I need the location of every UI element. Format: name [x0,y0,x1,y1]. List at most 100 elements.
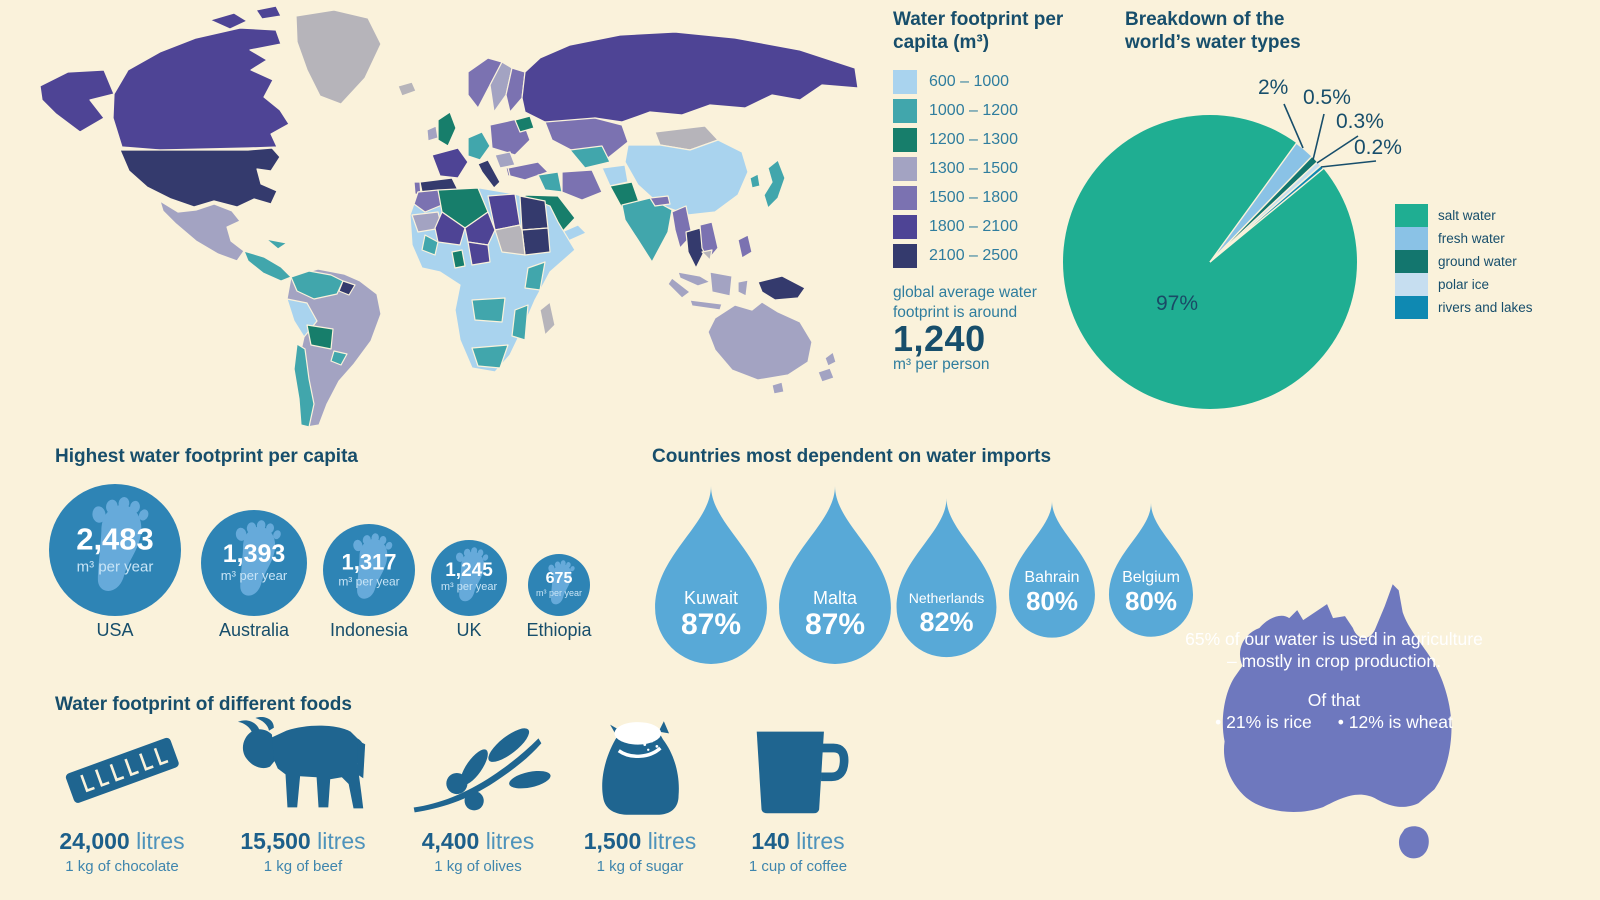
drop-country: Malta [812,587,857,608]
country-iceland [397,81,417,97]
food-caption: 1 kg of sugar [596,858,684,875]
pie-chart-title: Breakdown of the world’s water types [1125,8,1345,54]
footprint-circle-uk: 1,245 m³ per year [431,540,507,616]
region-central-asia [569,145,611,169]
food-caption: 1 kg of chocolate [65,858,179,875]
pie-legend-row: rivers and lakes [1395,296,1533,319]
country-thailand [685,227,705,269]
food-item-chocolate: 24,000 litres 1 kg of chocolate [22,712,222,882]
footprint-country-label: Ethiopia [526,620,592,640]
country-guyana [338,280,356,296]
legend-swatch [893,244,917,268]
country-south-africa [471,344,509,369]
drop-percent: 80% [1025,586,1079,617]
footprint-unit: m³ per year [535,587,582,598]
pie-callout-ground-water: 0.5% [1303,86,1351,109]
region-central-america [243,250,292,282]
food-value: 140 [751,828,790,854]
pie-title-line1: Breakdown of the [1125,9,1285,30]
pie-salt-water-label: 97% [1156,292,1199,315]
water-drop-icon [779,486,891,664]
pie-legend-swatch [1395,273,1428,296]
country-philippines [737,234,753,259]
pie-legend-swatch [1395,250,1428,273]
food-value-line: 4,400 litres [378,828,578,855]
country-madagascar [539,301,556,336]
legend-range: 1800 – 2100 [929,218,1018,235]
water-drop-icon [1009,501,1095,638]
country-canada-islands [209,5,282,30]
drop-percent: 82% [919,607,974,638]
food-item-coffee: 140 litres 1 cup of coffee [698,712,898,882]
drop-belgium: Belgium 80% [1105,503,1197,639]
legend-range: 600 – 1000 [929,73,1010,90]
chocolate-bar-icon [22,712,222,820]
drop-text: Bahrain 80% [1005,569,1099,616]
legend-row: 600 – 1000 [893,70,1009,94]
island-sulawesi [737,279,749,297]
pie-legend-row: salt water [1395,204,1496,227]
australia-silhouette [1222,584,1452,859]
drop-percent: 80% [1124,585,1178,616]
country-cambodia [701,249,713,261]
food-unit: litres [485,828,535,854]
country-turkey [507,161,549,181]
drop-malta: Malta 87% [774,486,896,667]
water-drop-icon [655,486,767,664]
country-uk [437,111,457,147]
legend-swatch [893,128,917,152]
country-ghana [451,249,466,269]
water-drop-icon [1108,503,1194,637]
footprint-country-label: UK [456,620,482,640]
country-usa [119,147,281,208]
legend-swatch [893,186,917,210]
country-mozambique [511,304,529,341]
island-borneo [709,271,733,297]
country-chad [494,224,526,256]
country-india [621,197,673,263]
legend-row: 1500 – 1800 [893,186,1018,210]
region-angola-zambia [471,297,506,323]
country-kazakhstan [544,117,629,159]
legend-row: 1000 – 1200 [893,99,1018,123]
legend-row: 1200 – 1300 [893,128,1018,152]
footprint-value-block: 2,483 m³ per year [49,523,181,574]
pie-title-line2: world’s water types [1125,32,1301,54]
food-value: 1,500 [583,828,642,854]
footprint-value-block: 675 m³ per year [528,569,590,598]
country-egypt [519,195,549,231]
country-nepal [649,195,671,207]
food-value: 4,400 [421,828,480,854]
country-alaska [39,69,115,133]
pie-legend-swatch [1395,204,1428,227]
rice-bullet: • 21% is rice [1215,712,1312,733]
australia-fact-line1: 65% of our water is used in agriculture … [1185,629,1483,672]
food-value: 24,000 [59,828,130,854]
food-item-beef: 15,500 litres 1 kg of beef [203,712,403,882]
pie-legend-label: fresh water [1438,231,1505,246]
legend-range: 1500 – 1800 [929,189,1018,206]
pie-legend-row: ground water [1395,250,1517,273]
coffee-mug-icon [698,712,898,820]
region-central-europe [467,131,491,161]
footprint-country-label: Indonesia [329,620,409,640]
island-java [689,299,723,311]
pie-legend-label: ground water [1438,254,1517,269]
drop-kuwait: Kuwait 87% [650,486,772,667]
country-nigeria [467,241,491,266]
legend-row: 1800 – 2100 [893,215,1018,239]
country-france [431,147,469,179]
food-item-sugar: 1,500 litres 1 kg of sugar [540,712,740,882]
footprint-value-block: 1,393 m³ per year [201,541,307,583]
country-canada [112,27,290,151]
country-chile [293,343,315,428]
footprint-value: 675 [545,569,573,587]
water-types-pie-chart [1063,115,1357,409]
drop-country: Belgium [1122,568,1180,586]
food-unit: litres [317,828,366,854]
country-mexico [159,200,245,262]
footprint-value: 1,245 [445,560,493,582]
wheat-bullet: • 12% is wheat [1337,712,1453,733]
drop-text: Kuwait 87% [650,588,772,642]
